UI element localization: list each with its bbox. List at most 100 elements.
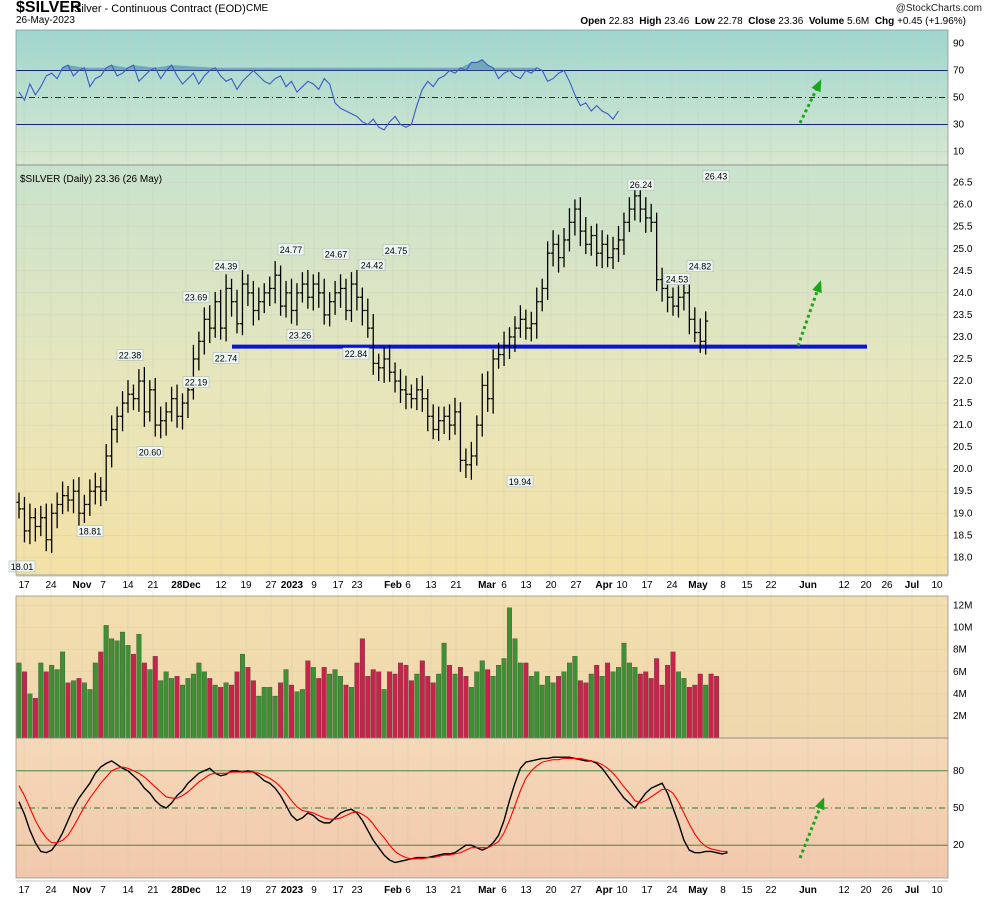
- volume-bar: [485, 669, 491, 739]
- x-tick-label: 10: [616, 580, 628, 591]
- x-tick-label: Apr: [595, 580, 612, 591]
- chart-date: 26-May-2023: [16, 15, 75, 26]
- x-tick-label: 17: [18, 885, 30, 896]
- x-tick-label: Jul: [905, 580, 920, 591]
- price-tick-label: 22.5: [953, 354, 973, 365]
- x-tick-label: Mar: [478, 580, 496, 591]
- indicator-top-tick-label: 10: [953, 147, 965, 158]
- volume-bar: [463, 676, 469, 739]
- volume-bar: [430, 682, 436, 739]
- x-tick-label: 20: [545, 580, 557, 591]
- volume-bar: [229, 684, 234, 739]
- price-up-arrow-head: [812, 280, 822, 294]
- price-label: 24.42: [361, 260, 384, 270]
- volume-bar: [49, 664, 55, 739]
- volume-bar: [16, 662, 22, 739]
- volume-bar: [697, 673, 703, 739]
- volume-bar: [147, 669, 153, 739]
- x-tick-label: Jun: [799, 580, 817, 591]
- volume-bar: [223, 682, 229, 739]
- x-tick-label: 21: [450, 885, 462, 896]
- volume-bar: [310, 667, 316, 739]
- volume-bar: [158, 680, 164, 739]
- volume-bar: [414, 673, 420, 739]
- stochastic-up-arrow: [798, 799, 825, 859]
- volume-bar: [436, 673, 442, 739]
- overbought-fill: [62, 59, 537, 71]
- x-tick-label: 13: [425, 885, 437, 896]
- volume-bar: [250, 680, 256, 739]
- indicator-top-tick-label: 70: [953, 66, 965, 77]
- volume-bar: [38, 662, 44, 739]
- volume-bar: [648, 678, 654, 739]
- x-tick-label: 15: [741, 885, 753, 896]
- x-tick-label: 17: [332, 580, 344, 591]
- volume-bar: [496, 664, 502, 739]
- volume-bar: [381, 689, 387, 739]
- x-tick-label: 28Dec: [171, 580, 201, 591]
- x-tick-label: 24: [666, 885, 678, 896]
- volume-bar: [610, 671, 616, 739]
- volume-bar: [60, 651, 66, 739]
- price-label-box: [136, 446, 164, 458]
- price-label-box: [702, 170, 730, 182]
- volume-bar: [190, 673, 196, 739]
- copyright-label: @StockCharts.com: [895, 3, 982, 14]
- volume-bar: [207, 678, 213, 739]
- volume-bar: [136, 634, 142, 739]
- price-tick-label: 25.5: [953, 222, 973, 233]
- volume-bar: [169, 678, 175, 739]
- x-tick-label: 21: [147, 885, 159, 896]
- price-up-arrow: [796, 282, 822, 347]
- volume-bar: [654, 658, 660, 739]
- x-tick-label: 22: [765, 885, 777, 896]
- price-tick-label: 18.5: [953, 530, 973, 541]
- volume-bar: [103, 625, 109, 739]
- volume-bar: [398, 662, 403, 739]
- price-tick-label: 26.5: [953, 178, 973, 189]
- volume-bar: [87, 689, 93, 739]
- volume-bar: [561, 671, 567, 739]
- x-tick-label: 26: [881, 885, 893, 896]
- x-tick-label: 9: [311, 580, 317, 591]
- indicator-top-tick-label: 90: [953, 39, 965, 50]
- volume-bar: [659, 684, 665, 739]
- price-tick-label: 18.0: [953, 552, 973, 563]
- x-tick-label: 23: [351, 885, 363, 896]
- indicator-top-tick-label: 50: [953, 93, 965, 104]
- x-tick-label: Nov: [73, 580, 92, 591]
- volume-bar: [534, 671, 540, 739]
- volume-bar: [152, 656, 158, 739]
- volume-tick-label: 2M: [953, 711, 967, 722]
- volume-bar: [692, 684, 698, 739]
- price-label: 24.67: [325, 249, 348, 259]
- stochastic-up-arrow-head: [815, 797, 825, 811]
- volume-bar: [670, 651, 676, 739]
- price-tick-label: 24.0: [953, 288, 973, 299]
- x-tick-label: 19: [240, 885, 252, 896]
- price-label: 24.77: [280, 245, 303, 255]
- volume-bar: [343, 684, 349, 739]
- indicator-bottom-tick-label: 50: [953, 803, 965, 814]
- price-label-box: [182, 376, 210, 388]
- price-label-box: [286, 329, 314, 341]
- x-tick-label: 27: [265, 885, 277, 896]
- price-label: 24.82: [689, 262, 712, 272]
- x-tick-label: May: [688, 885, 708, 896]
- price-tick-label: 24.5: [953, 266, 973, 277]
- volume-bar: [185, 678, 191, 739]
- price-tick-label: 22.0: [953, 376, 973, 387]
- volume-bar: [81, 682, 87, 739]
- volume-bar: [130, 653, 136, 739]
- volume-bar: [32, 698, 38, 739]
- volume-bar: [267, 687, 273, 739]
- price-label-box: [212, 352, 240, 364]
- volume-bar: [512, 638, 518, 739]
- volume-tick-label: 8M: [953, 645, 967, 656]
- volume-bar: [703, 684, 709, 739]
- x-tick-label: 24: [45, 885, 57, 896]
- chart-header: $SILVER Silver - Continuous Contract (EO…: [0, 0, 990, 28]
- price-label-box: [358, 259, 386, 271]
- indicator-bottom-tick-label: 80: [953, 766, 965, 777]
- volume-bar: [180, 684, 185, 739]
